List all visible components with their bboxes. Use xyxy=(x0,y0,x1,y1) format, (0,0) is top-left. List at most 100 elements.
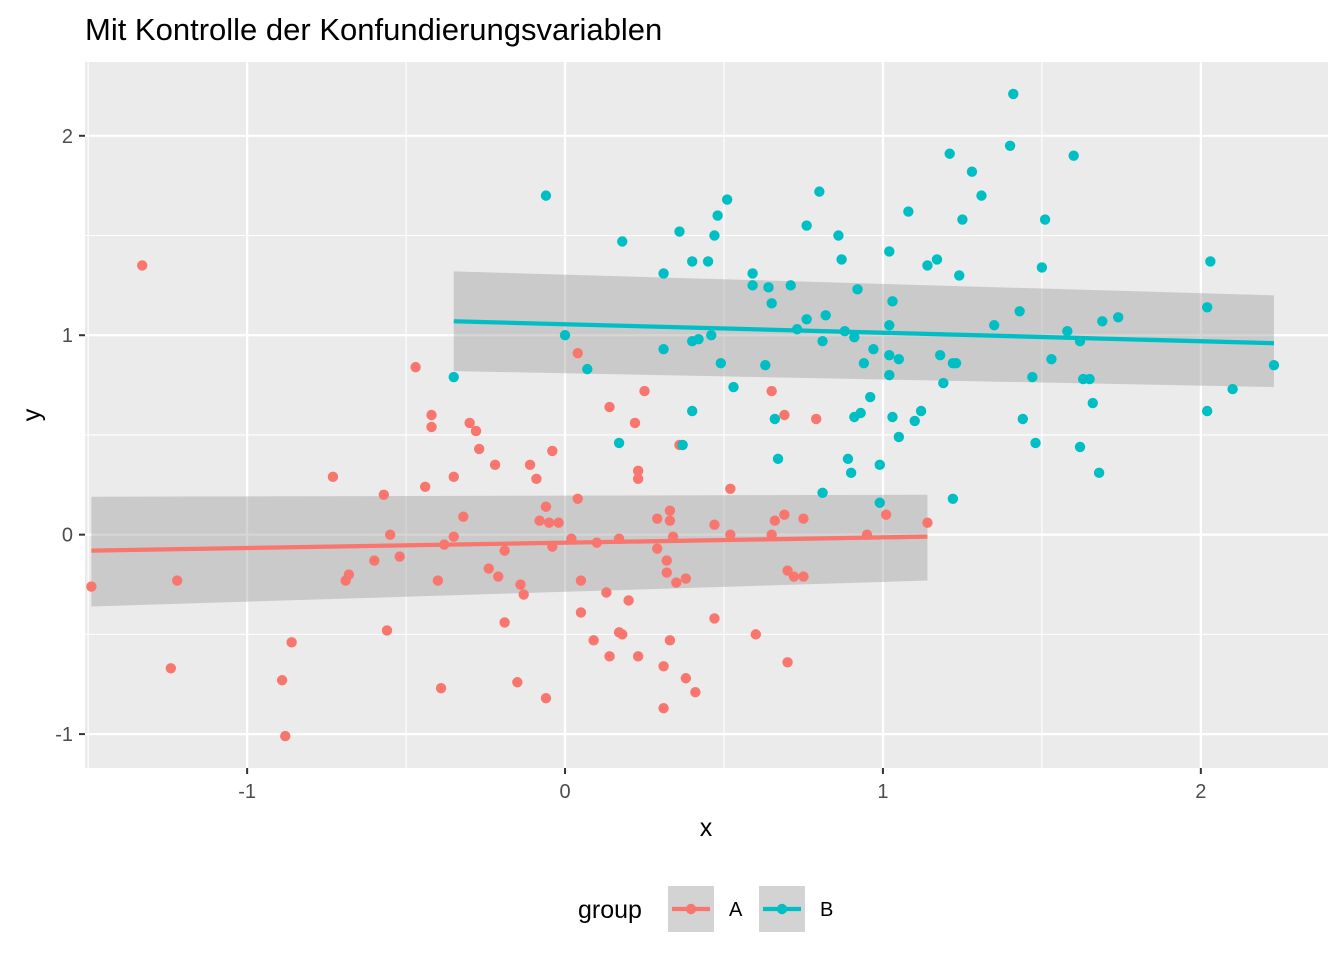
legend-point-A xyxy=(685,903,697,915)
point-A xyxy=(798,571,809,582)
point-A xyxy=(543,517,555,528)
regression-line-B xyxy=(453,319,1275,346)
point-A xyxy=(276,675,288,686)
point-B xyxy=(909,415,920,427)
point-A xyxy=(664,505,676,516)
point-A xyxy=(575,607,587,618)
point-B xyxy=(686,405,698,417)
point-B xyxy=(658,343,669,355)
point-B xyxy=(931,254,943,265)
tick-labels: -1 0 1 2 -1 0 1 2 xyxy=(55,126,1206,803)
legend-label-A: A xyxy=(729,899,743,921)
point-A xyxy=(384,529,396,540)
x-axis-title: x xyxy=(700,814,713,842)
confidence-band-B xyxy=(453,271,1274,388)
point-B xyxy=(817,487,828,498)
point-A xyxy=(639,385,650,397)
point-A xyxy=(779,509,790,520)
point-B xyxy=(1201,405,1213,417)
point-B xyxy=(976,190,987,201)
point-A xyxy=(458,511,469,522)
point-A xyxy=(658,661,669,672)
point-A xyxy=(540,692,552,704)
point-B xyxy=(842,453,854,465)
point-B xyxy=(989,320,1000,331)
point-B xyxy=(868,343,879,355)
point-A xyxy=(782,657,793,668)
point-A xyxy=(381,625,393,636)
point-A xyxy=(534,515,545,526)
point-B xyxy=(721,194,733,205)
point-A xyxy=(788,571,800,582)
point-A xyxy=(661,567,672,578)
point-B xyxy=(801,220,812,231)
point-A xyxy=(750,629,761,640)
point-A xyxy=(588,635,599,646)
point-A xyxy=(493,571,504,582)
point-A xyxy=(725,483,736,494)
axis-ticks xyxy=(79,134,1202,774)
point-A xyxy=(661,555,672,566)
point-A xyxy=(575,575,587,586)
point-B xyxy=(709,230,720,241)
point-A xyxy=(499,545,510,556)
x-tick-label: 1 xyxy=(877,781,888,803)
point-B xyxy=(1004,140,1016,151)
point-A xyxy=(658,702,669,714)
point-B xyxy=(966,166,978,177)
point-B xyxy=(950,357,962,369)
point-A xyxy=(432,575,444,586)
point-B xyxy=(763,282,774,293)
point-B xyxy=(559,330,571,341)
y-axis-title: y xyxy=(18,408,46,421)
point-B xyxy=(1097,316,1108,327)
point-A xyxy=(671,577,682,588)
point-A xyxy=(652,543,663,554)
point-B xyxy=(1039,214,1051,225)
point-B xyxy=(1030,437,1041,449)
point-B xyxy=(1112,312,1124,323)
point-A xyxy=(512,677,523,688)
point-A xyxy=(540,501,552,512)
point-B xyxy=(1068,150,1079,161)
minor-gridlines xyxy=(85,62,1328,768)
point-B xyxy=(1017,413,1029,425)
point-B xyxy=(1084,373,1095,385)
point-B xyxy=(814,186,825,197)
point-B xyxy=(448,371,459,383)
point-A xyxy=(680,673,692,684)
point-A xyxy=(531,473,542,485)
point-B xyxy=(582,363,593,375)
regression-lines xyxy=(91,319,1275,553)
point-A xyxy=(489,459,501,471)
point-B xyxy=(613,437,625,449)
point-A xyxy=(769,515,781,526)
point-A xyxy=(419,481,431,492)
point-B xyxy=(1074,441,1086,453)
point-B xyxy=(728,381,739,393)
point-B xyxy=(1062,326,1073,337)
point-A xyxy=(572,493,583,504)
point-B xyxy=(934,349,946,361)
point-B xyxy=(702,256,714,267)
point-B xyxy=(1046,353,1057,365)
plot-panel xyxy=(85,62,1328,768)
point-A xyxy=(286,637,297,648)
point-B xyxy=(1036,262,1048,273)
point-A xyxy=(632,473,644,485)
point-B xyxy=(1014,306,1025,317)
point-B xyxy=(772,453,784,465)
point-B xyxy=(766,298,777,309)
point-B xyxy=(706,330,717,341)
point-A xyxy=(369,555,380,566)
point-A xyxy=(448,531,459,542)
point-A xyxy=(604,651,615,662)
point-B xyxy=(884,246,895,257)
point-B xyxy=(858,357,870,369)
point-B xyxy=(693,334,704,345)
point-A xyxy=(483,563,494,574)
point-A xyxy=(524,459,536,471)
point-B xyxy=(893,353,905,365)
